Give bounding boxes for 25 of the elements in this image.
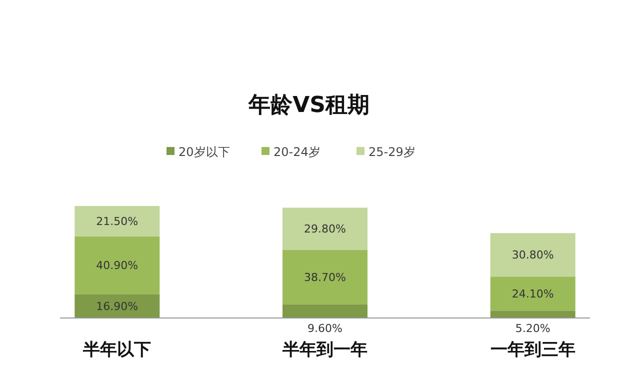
bar [490, 233, 576, 277]
bar [490, 310, 576, 318]
data-label: 29.80% [304, 222, 346, 236]
legend-label: 20岁以下 [178, 145, 230, 160]
data-label: 16.90% [96, 300, 138, 313]
x-tick-label: 半年到一年 [282, 340, 368, 360]
data-label: 38.70% [304, 270, 346, 284]
data-label: 30.80% [512, 248, 554, 262]
chart-title: 年龄VS租期 [248, 93, 370, 118]
bar [282, 250, 368, 304]
x-tick-label: 半年以下 [82, 340, 152, 360]
x-tick-label: 一年到三年 [490, 340, 576, 360]
data-label: 9.60% [308, 322, 342, 335]
data-label: 21.50% [96, 215, 138, 228]
bar [74, 206, 160, 236]
data-label: 24.10% [512, 287, 554, 300]
data-label: 5.20% [515, 322, 550, 335]
bar [74, 294, 160, 318]
bar [282, 208, 368, 250]
bar [490, 276, 576, 311]
legend-label: 25-29岁 [368, 145, 416, 160]
data-label: 40.90% [96, 259, 138, 272]
bar [282, 304, 368, 318]
bar [74, 236, 160, 294]
legend-label: 20-24岁 [274, 145, 320, 160]
